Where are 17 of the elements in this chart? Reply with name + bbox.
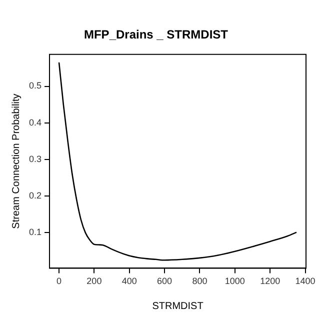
x-tick-label: 1400 xyxy=(295,276,316,286)
y-tick-label: 0.4 xyxy=(28,117,42,128)
y-axis-title: Stream Connection Probability xyxy=(10,94,22,229)
line-series xyxy=(58,62,298,261)
x-tick-label: 0 xyxy=(56,276,62,286)
y-tick-label: 0.2 xyxy=(28,190,42,201)
y-tick-label: 0.5 xyxy=(28,80,42,91)
x-tick-label: 1200 xyxy=(260,276,280,286)
x-tick-label: 1000 xyxy=(224,276,245,286)
x-tick-label: 400 xyxy=(122,276,137,286)
y-tick-label: 0.1 xyxy=(28,227,42,238)
y-tick-label: 0.3 xyxy=(28,154,42,164)
x-tick-label: 200 xyxy=(86,276,102,286)
x-tick-label: 600 xyxy=(157,276,172,286)
x-axis-title: STRMDIST xyxy=(152,300,204,312)
chart-title: MFP_Drains _ STRMDIST xyxy=(84,28,229,42)
x-tick-label: 800 xyxy=(192,276,208,286)
